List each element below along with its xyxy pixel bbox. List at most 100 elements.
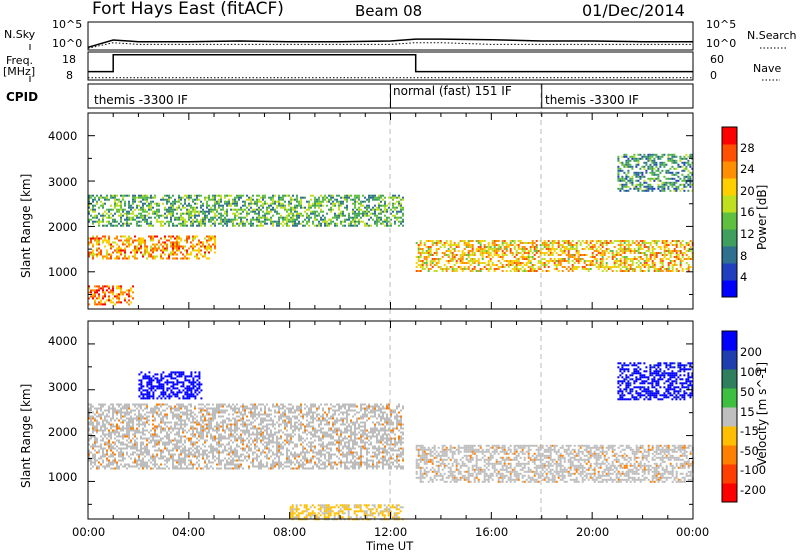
range-cell: [352, 208, 354, 211]
range-cell: [166, 417, 168, 420]
range-cell: [112, 251, 114, 254]
range-cell: [314, 218, 316, 221]
range-cell: [617, 179, 620, 182]
range-cell: [122, 405, 124, 408]
range-cell: [234, 435, 236, 438]
range-cell: [150, 196, 152, 199]
range-cell: [120, 291, 122, 294]
range-cell: [102, 413, 104, 416]
range-cell: [156, 218, 158, 221]
range-cell: [575, 246, 578, 248]
range-cell: [419, 248, 422, 250]
range-cell: [174, 253, 176, 256]
range-cell: [479, 250, 482, 252]
range-cell: [152, 439, 154, 442]
range-cell: [176, 445, 178, 448]
range-cell: [541, 270, 544, 272]
range-cell: [561, 266, 564, 268]
range-cell: [278, 218, 280, 221]
range-cell: [180, 405, 182, 408]
range-cell: [178, 417, 180, 420]
range-cell: [204, 465, 206, 468]
range-cell: [671, 264, 674, 266]
range-cell: [108, 220, 110, 223]
range-cell: [92, 204, 94, 207]
range-cell: [180, 465, 182, 468]
range-cell: [310, 210, 312, 213]
range-cell: [437, 266, 440, 268]
range-cell: [142, 204, 144, 207]
range-cell: [184, 194, 186, 197]
range-cell: [200, 417, 202, 420]
range-cell: [144, 210, 146, 213]
range-cell: [92, 194, 94, 197]
range-cell: [585, 254, 588, 256]
range-cell: [218, 433, 220, 436]
range-cell: [619, 177, 622, 180]
range-cell: [240, 196, 242, 199]
range-cell: [647, 248, 650, 250]
range-cell: [240, 413, 242, 416]
range-cell: [88, 421, 90, 424]
range-cell: [635, 159, 638, 162]
range-cell: [166, 443, 168, 446]
range-cell: [669, 183, 672, 186]
range-cell: [102, 224, 104, 227]
range-cell: [256, 202, 258, 205]
range-cell: [469, 254, 472, 256]
range-cell: [485, 264, 488, 266]
range-cell: [112, 445, 114, 448]
range-cell: [104, 255, 106, 258]
range-cell: [92, 445, 94, 448]
range-cell: [212, 453, 214, 456]
range-cell: [128, 413, 130, 416]
range-cell: [641, 165, 644, 168]
range-cell: [627, 169, 630, 172]
range-cell: [671, 250, 674, 252]
range-cell: [192, 235, 194, 238]
range-cell: [116, 439, 118, 442]
range-cell: [140, 449, 142, 452]
range-cell: [308, 224, 310, 227]
range-cell: [230, 429, 232, 432]
range-cell: [683, 169, 686, 172]
range-cell: [376, 208, 378, 211]
range-cell: [242, 447, 244, 450]
range-cell: [126, 257, 128, 260]
range-cell: [653, 252, 656, 254]
range-cell: [108, 443, 110, 446]
range-cell: [218, 427, 220, 430]
range-cell: [308, 208, 310, 211]
range-cell: [118, 455, 120, 458]
range-cell: [110, 427, 112, 430]
range-cell: [192, 427, 194, 430]
range-cell: [142, 433, 144, 436]
range-cell: [621, 177, 624, 180]
range-cell: [230, 202, 232, 205]
range-cell: [180, 427, 182, 430]
range-cell: [112, 241, 114, 244]
range-cell: [142, 237, 144, 240]
range-cell: [166, 461, 168, 464]
range-cell: [278, 222, 280, 225]
range-cell: [100, 457, 102, 460]
range-cell: [160, 457, 162, 460]
range-cell: [487, 248, 490, 250]
range-cell: [581, 258, 584, 260]
range-cell: [208, 407, 210, 410]
range-cell: [386, 204, 388, 207]
range-cell: [681, 179, 684, 182]
range-cell: [116, 413, 118, 416]
range-cell: [250, 421, 252, 424]
range-cell: [120, 443, 122, 446]
range-cell: [126, 289, 128, 292]
range-cell: [198, 212, 200, 215]
range-cell: [152, 463, 154, 466]
range-cell: [497, 244, 500, 246]
range-cell: [130, 439, 132, 442]
range-cell: [300, 196, 302, 199]
range-cell: [122, 441, 124, 444]
range-cell: [106, 216, 108, 219]
range-cell: [286, 220, 288, 223]
range-cell: [372, 194, 374, 197]
